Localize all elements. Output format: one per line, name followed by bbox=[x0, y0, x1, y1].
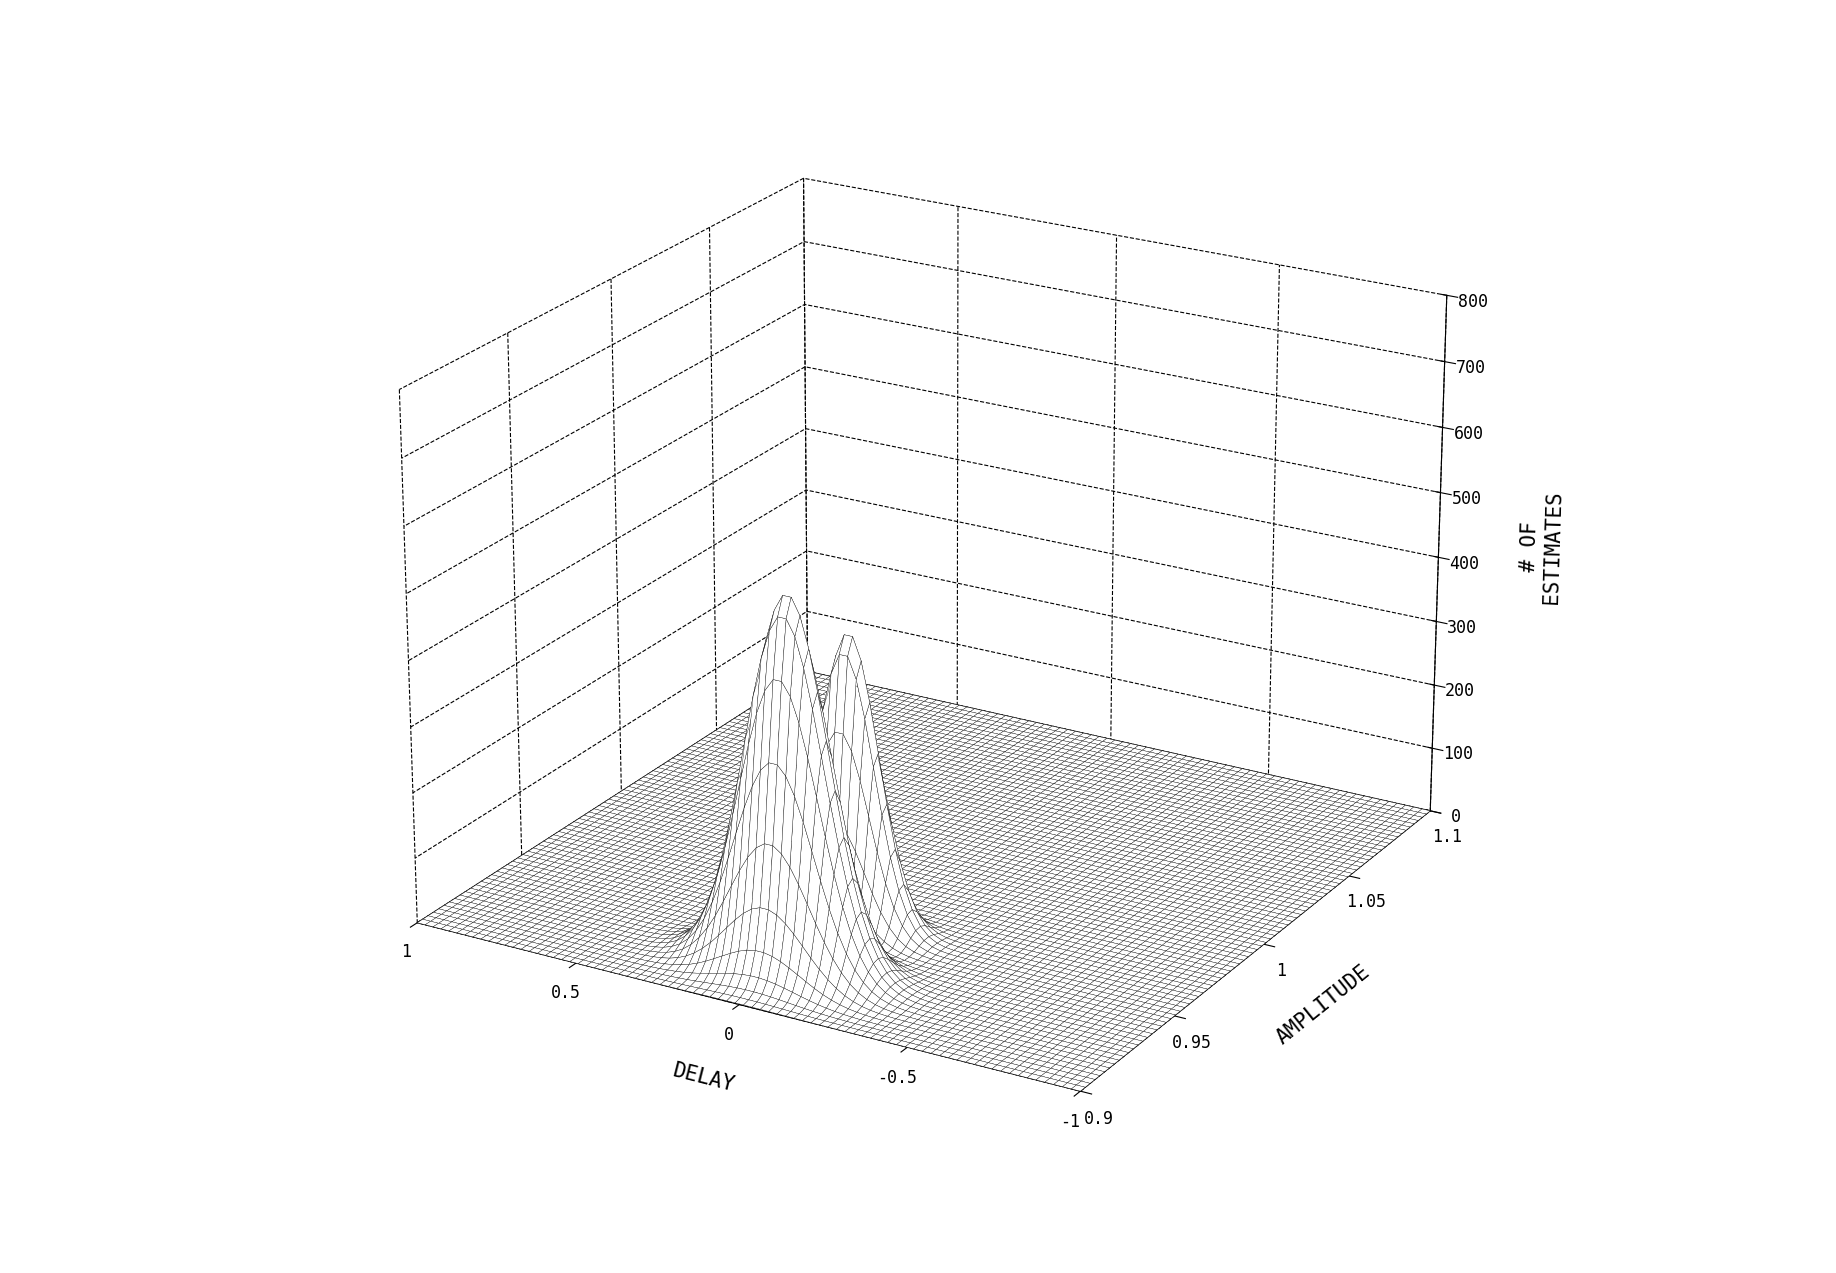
X-axis label: DELAY: DELAY bbox=[670, 1060, 736, 1095]
Y-axis label: AMPLITUDE: AMPLITUDE bbox=[1272, 961, 1373, 1048]
